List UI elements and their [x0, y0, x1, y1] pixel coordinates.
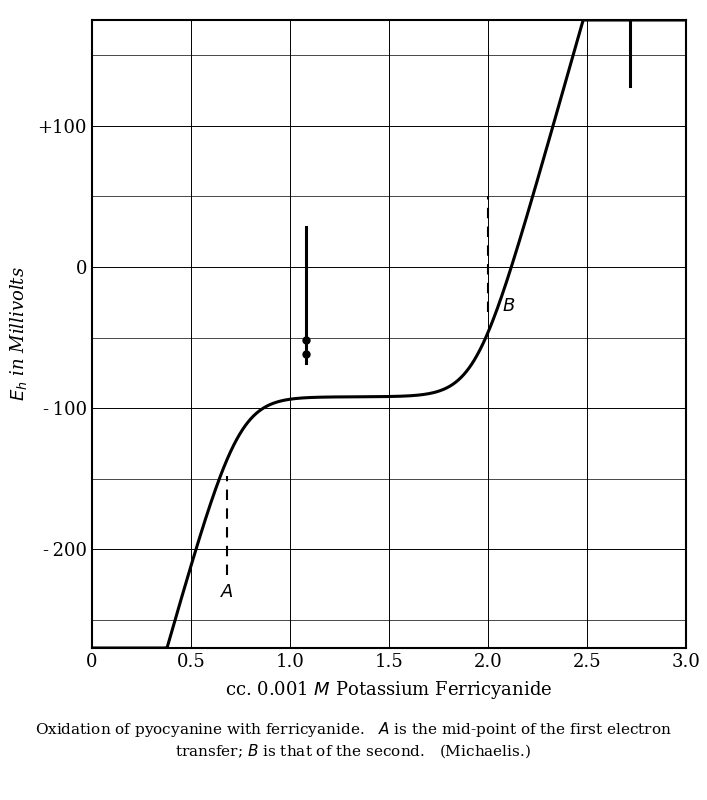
Text: $A$: $A$	[219, 583, 233, 601]
X-axis label: cc. 0.001 $\mathit{M}$ Potassium Ferricyanide: cc. 0.001 $\mathit{M}$ Potassium Ferricy…	[225, 679, 553, 701]
Y-axis label: $E_h$ in Millivolts: $E_h$ in Millivolts	[8, 266, 29, 402]
Text: transfer; $B$ is that of the second.   (Michaelis.): transfer; $B$ is that of the second. (Mi…	[175, 742, 532, 760]
Text: Oxidation of pyocyanine with ferricyanide.   $A$ is the mid-point of the first e: Oxidation of pyocyanine with ferricyanid…	[35, 720, 672, 739]
Text: $B$: $B$	[502, 298, 515, 315]
